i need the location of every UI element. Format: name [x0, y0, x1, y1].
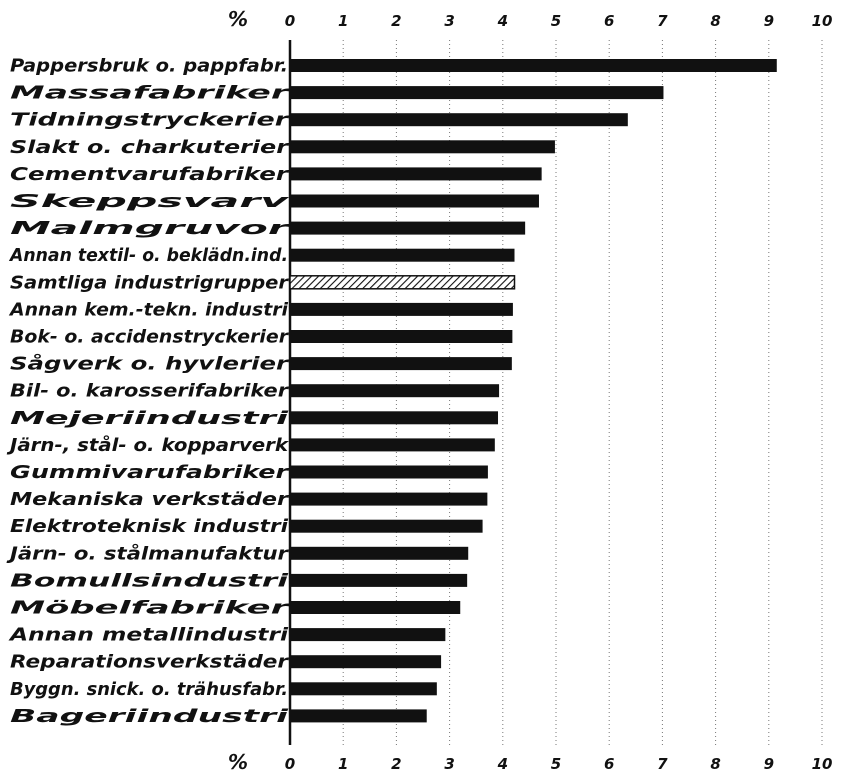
bar [290, 411, 499, 425]
bar [290, 682, 437, 696]
bars [289, 59, 777, 723]
bar [290, 248, 515, 262]
x-tick-label-top: 4 [497, 12, 508, 30]
bar [290, 330, 513, 343]
category-label: Gummivarufabriker [10, 463, 290, 483]
x-tick-label-bottom: 8 [710, 755, 720, 773]
bar [290, 113, 628, 127]
x-tick-label-bottom: 5 [551, 755, 561, 773]
category-label: Järn-, stål- o. kopparverk [7, 435, 290, 456]
x-axis-bottom: 0 1 2 3 4 5 6 7 8 9 10 [285, 755, 833, 773]
category-label: Bageriindustri [10, 707, 290, 727]
category-label: Elektroteknisk industri [10, 517, 289, 537]
x-tick-label-bottom: 6 [604, 755, 614, 773]
bar [290, 384, 500, 398]
category-label: Slakt o. charkuterier [10, 138, 290, 158]
bar [290, 546, 469, 560]
bar [290, 86, 664, 100]
bar [290, 357, 512, 371]
category-label: Samtliga industrigrupper [10, 273, 290, 293]
category-label: Sågverk o. hyvlerier [10, 354, 290, 375]
x-tick-label-top: 7 [657, 12, 668, 30]
category-label: Malmgruvor [10, 219, 291, 239]
bar [290, 140, 555, 154]
x-tick-label-bottom: 3 [444, 755, 454, 773]
bar [290, 628, 446, 642]
bar [290, 519, 483, 533]
bar [290, 221, 526, 235]
unit-label-top: % [228, 7, 248, 31]
category-label: Annan textil- o. beklädn.ind. [8, 246, 288, 266]
x-tick-label-top: 0 [285, 12, 295, 30]
x-tick-label-top: 3 [444, 12, 454, 30]
bar [290, 655, 442, 669]
x-tick-label-bottom: 4 [497, 755, 508, 773]
category-label: Tidningstryckerier [10, 111, 290, 131]
category-label: Massafabriker [10, 84, 291, 104]
x-tick-label-bottom: 0 [285, 755, 295, 773]
x-tick-label-bottom: 1 [338, 755, 348, 773]
category-label: Annan kem.-tekn. industri [8, 300, 289, 320]
category-label: Cementvarufabriker [10, 165, 290, 185]
x-tick-label-top: 5 [551, 12, 561, 30]
x-tick-label-bottom: 9 [764, 755, 774, 773]
x-tick-label-top: 8 [710, 12, 720, 30]
category-label: Bomullsindustri [10, 571, 290, 591]
x-tick-label-top: 10 [812, 12, 833, 30]
bar [290, 194, 539, 208]
x-tick-label-top: 6 [604, 12, 614, 30]
bar-highlighted [289, 275, 516, 290]
x-axis-top: 0 1 2 3 4 5 6 7 8 9 10 [285, 12, 833, 30]
bar [290, 492, 488, 506]
x-tick-label-bottom: 7 [657, 755, 668, 773]
x-tick-label-top: 2 [391, 12, 401, 30]
bar [290, 167, 542, 181]
bar [290, 601, 461, 614]
category-label: Bok- o. accidenstryckerier [10, 328, 289, 348]
unit-label-bottom: % [228, 750, 248, 773]
category-label: Byggn. snick. o. trähusfabr. [10, 680, 288, 700]
bar [290, 59, 777, 72]
x-tick-label-top: 9 [764, 12, 774, 30]
category-labels: Pappersbruk o. pappfabr. Massafabriker Tid… [6, 57, 291, 727]
category-label: Skeppsvarv [10, 192, 289, 212]
category-label: Möbelfabriker [10, 599, 291, 619]
x-tick-label-bottom: 2 [391, 755, 401, 773]
x-tick-label-bottom: 10 [812, 755, 833, 773]
bar [290, 573, 468, 587]
category-label: Pappersbruk o. pappfabr. [10, 57, 288, 77]
category-label: Järn- o. stålmanufaktur [6, 543, 289, 564]
category-label: Reparationsverkstäder [10, 653, 290, 673]
category-label: Bil- o. karosserifabriker [10, 382, 290, 402]
category-label: Mekaniska verkstäder [10, 490, 290, 510]
bar [290, 302, 513, 316]
x-tick-label-top: 1 [338, 12, 348, 30]
category-label: Annan metallindustri [7, 626, 289, 646]
bar [290, 438, 495, 452]
bar [290, 709, 427, 723]
bar [290, 465, 488, 479]
category-label: Mejeriindustri [10, 409, 290, 429]
